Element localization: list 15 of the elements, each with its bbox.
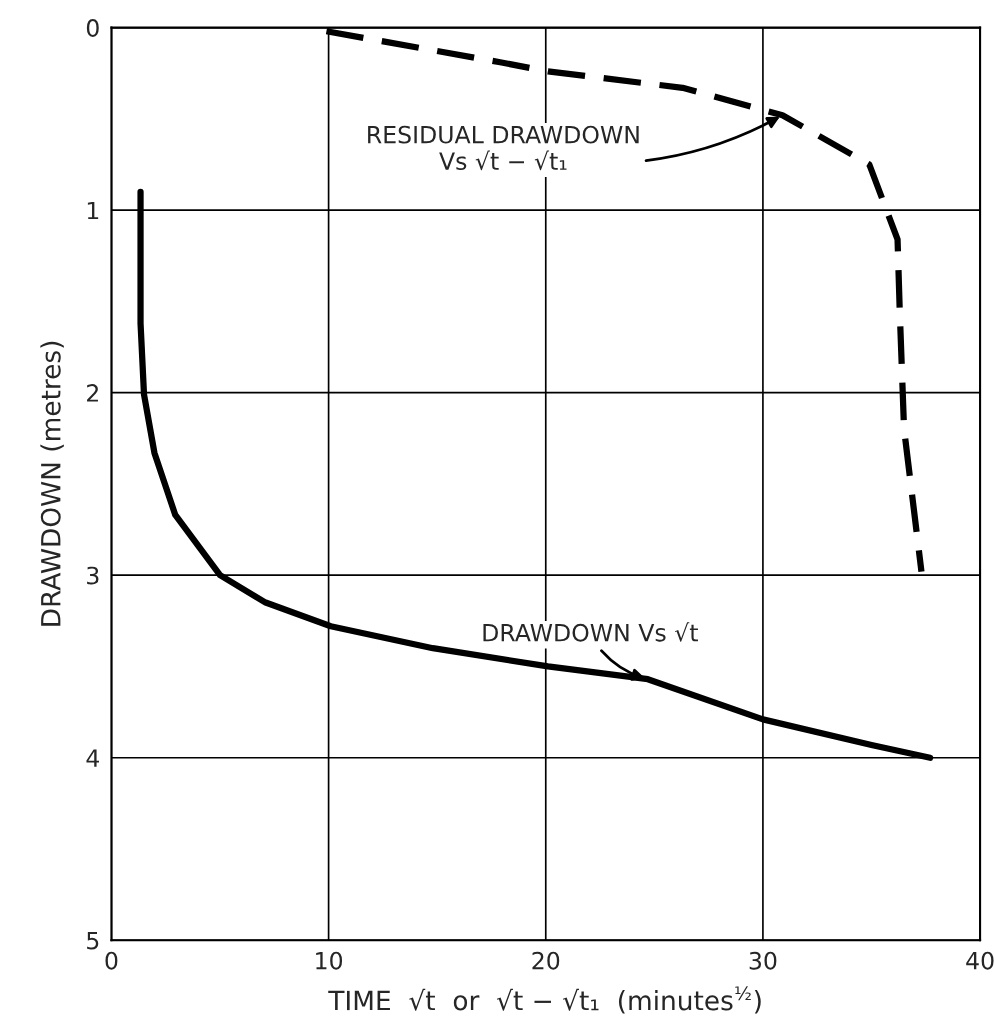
y-tick-label: 2 <box>87 384 98 402</box>
x-tick-label: 0 <box>105 951 118 970</box>
x-axis-title: TIME √t or √t − √t₁ (minutes$^{½}$) <box>328 986 761 1014</box>
y-tick-label: 3 <box>87 566 99 585</box>
x-tick-label: 40 <box>966 951 994 970</box>
y-axis-title: DRAWDOWN (metres) <box>40 341 64 626</box>
y-tick-label: 1 <box>87 201 99 220</box>
x-tick-label: 10 <box>316 951 343 970</box>
y-tick-label: 5 <box>87 932 99 950</box>
x-tick-label: 30 <box>749 951 777 970</box>
x-tick-label: 20 <box>532 951 560 970</box>
annotation: RESIDUAL DRAWDOWN Vs √t − √t₁ <box>368 125 639 171</box>
y-tick-label: 0 <box>86 19 99 37</box>
y-tick-label: 4 <box>86 749 99 767</box>
annotation: DRAWDOWN Vs √t <box>483 622 698 642</box>
